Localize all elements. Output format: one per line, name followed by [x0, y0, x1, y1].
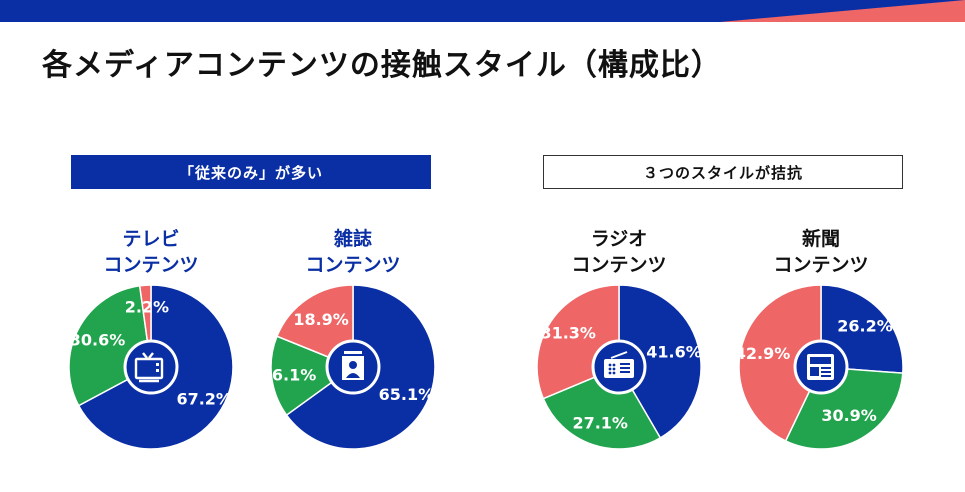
- pie-chart-magazine: 雑誌 コンテンツ 65.1% 16.1% 18.9%: [268, 226, 438, 456]
- chart-title-line: ラジオ: [590, 228, 648, 250]
- slice-label: 30.9%: [821, 406, 877, 425]
- newspaper-icon: [807, 354, 834, 380]
- group-label-traditional: 「従来のみ」が多い: [71, 155, 431, 189]
- pie-slice: [542, 366, 662, 450]
- chart-title-line: 雑誌: [333, 228, 372, 250]
- header-bar-primary: [0, 0, 965, 22]
- pie-slice: [738, 284, 822, 442]
- slice-label: 42.9%: [736, 344, 790, 363]
- slice-label: 16.1%: [268, 365, 316, 384]
- slice-label: 67.2%: [176, 389, 232, 408]
- chart-title-line: コンテンツ: [571, 254, 667, 276]
- pie-chart-tv: テレビ コンテンツ 67.2% 30.6% 2.2%: [66, 226, 236, 456]
- pie-slice: [270, 335, 355, 417]
- slice-label: 41.6%: [646, 343, 702, 362]
- chart-title-line: テレビ: [122, 228, 180, 250]
- pie: 67.2% 30.6% 2.2%: [68, 284, 234, 450]
- chart-title-line: 新聞: [801, 228, 840, 250]
- chart-title: テレビ コンテンツ: [66, 226, 236, 278]
- slice-label: 2.2%: [125, 298, 169, 317]
- chart-title-line: コンテンツ: [773, 254, 869, 276]
- pie-chart-newspaper: 新聞 コンテンツ 26.2% 30.9% 42.9%: [736, 226, 906, 456]
- slice-label: 26.2%: [837, 317, 893, 336]
- tv-icon: [134, 352, 164, 383]
- radio-icon: [604, 351, 634, 378]
- header-bar-accent: [720, 0, 965, 22]
- slice-label: 18.9%: [293, 310, 349, 329]
- pie: 65.1% 16.1% 18.9%: [268, 284, 436, 450]
- chart-title: 新聞 コンテンツ: [736, 226, 906, 278]
- group-label-balanced: ３つのスタイルが拮抗: [543, 155, 903, 189]
- chart-title: 雑誌 コンテンツ: [268, 226, 438, 278]
- header-bar: [0, 0, 965, 22]
- page-title: 各メディアコンテンツの接触スタイル（構成比）: [42, 48, 722, 83]
- pie: 41.6% 27.1% 31.3%: [536, 284, 702, 450]
- magazine-icon: [342, 351, 364, 380]
- center-circle: [123, 339, 179, 395]
- chart-title: ラジオ コンテンツ: [534, 226, 704, 278]
- chart-title-line: コンテンツ: [103, 254, 199, 276]
- slice-label: 31.3%: [540, 324, 596, 343]
- pie: 26.2% 30.9% 42.9%: [736, 284, 904, 450]
- pie-chart-radio: ラジオ コンテンツ 41.6% 27.1% 31.3%: [534, 226, 704, 456]
- pie-slice: [276, 284, 354, 369]
- slice-label: 30.6%: [70, 330, 126, 349]
- slice-label: 27.1%: [572, 413, 628, 432]
- pie-slice: [618, 284, 702, 439]
- slice-label: 65.1%: [379, 385, 435, 404]
- chart-title-line: コンテンツ: [305, 254, 401, 276]
